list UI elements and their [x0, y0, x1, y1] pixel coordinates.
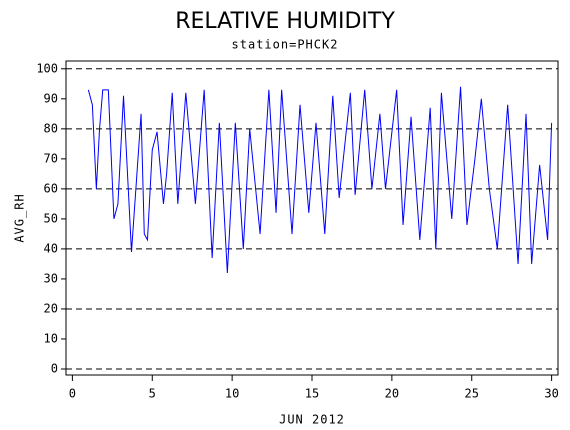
plot-frame	[65, 60, 559, 376]
x-tick-label: 10	[225, 387, 239, 401]
y-tick-label: 30	[44, 271, 58, 285]
data-line	[87, 86, 553, 273]
y-tick-label: 40	[44, 241, 58, 255]
y-axis-label: AVG_RH	[13, 193, 27, 242]
y-tick-label: 100	[36, 61, 58, 75]
chart-title: RELATIVE HUMIDITY	[175, 9, 395, 34]
y-tick-label: 80	[44, 121, 58, 135]
x-tick-label: 15	[305, 387, 319, 401]
chart-subtitle: station=PHCK2	[232, 38, 339, 52]
x-tick-label: 5	[149, 387, 156, 401]
x-axis-label: JUN 2012	[279, 413, 345, 427]
x-tick-label: 30	[544, 387, 558, 401]
x-tick-label: 20	[385, 387, 399, 401]
x-tick-label: 25	[465, 387, 479, 401]
y-tick-label: 10	[44, 331, 58, 345]
x-tick-label: 0	[69, 387, 76, 401]
y-tick-label: 70	[44, 151, 58, 165]
y-tick-label: 20	[44, 301, 58, 315]
y-tick-label: 90	[44, 91, 58, 105]
y-tick-label: 50	[44, 211, 58, 225]
y-tick-label: 0	[51, 361, 58, 375]
y-tick-label: 60	[44, 181, 58, 195]
